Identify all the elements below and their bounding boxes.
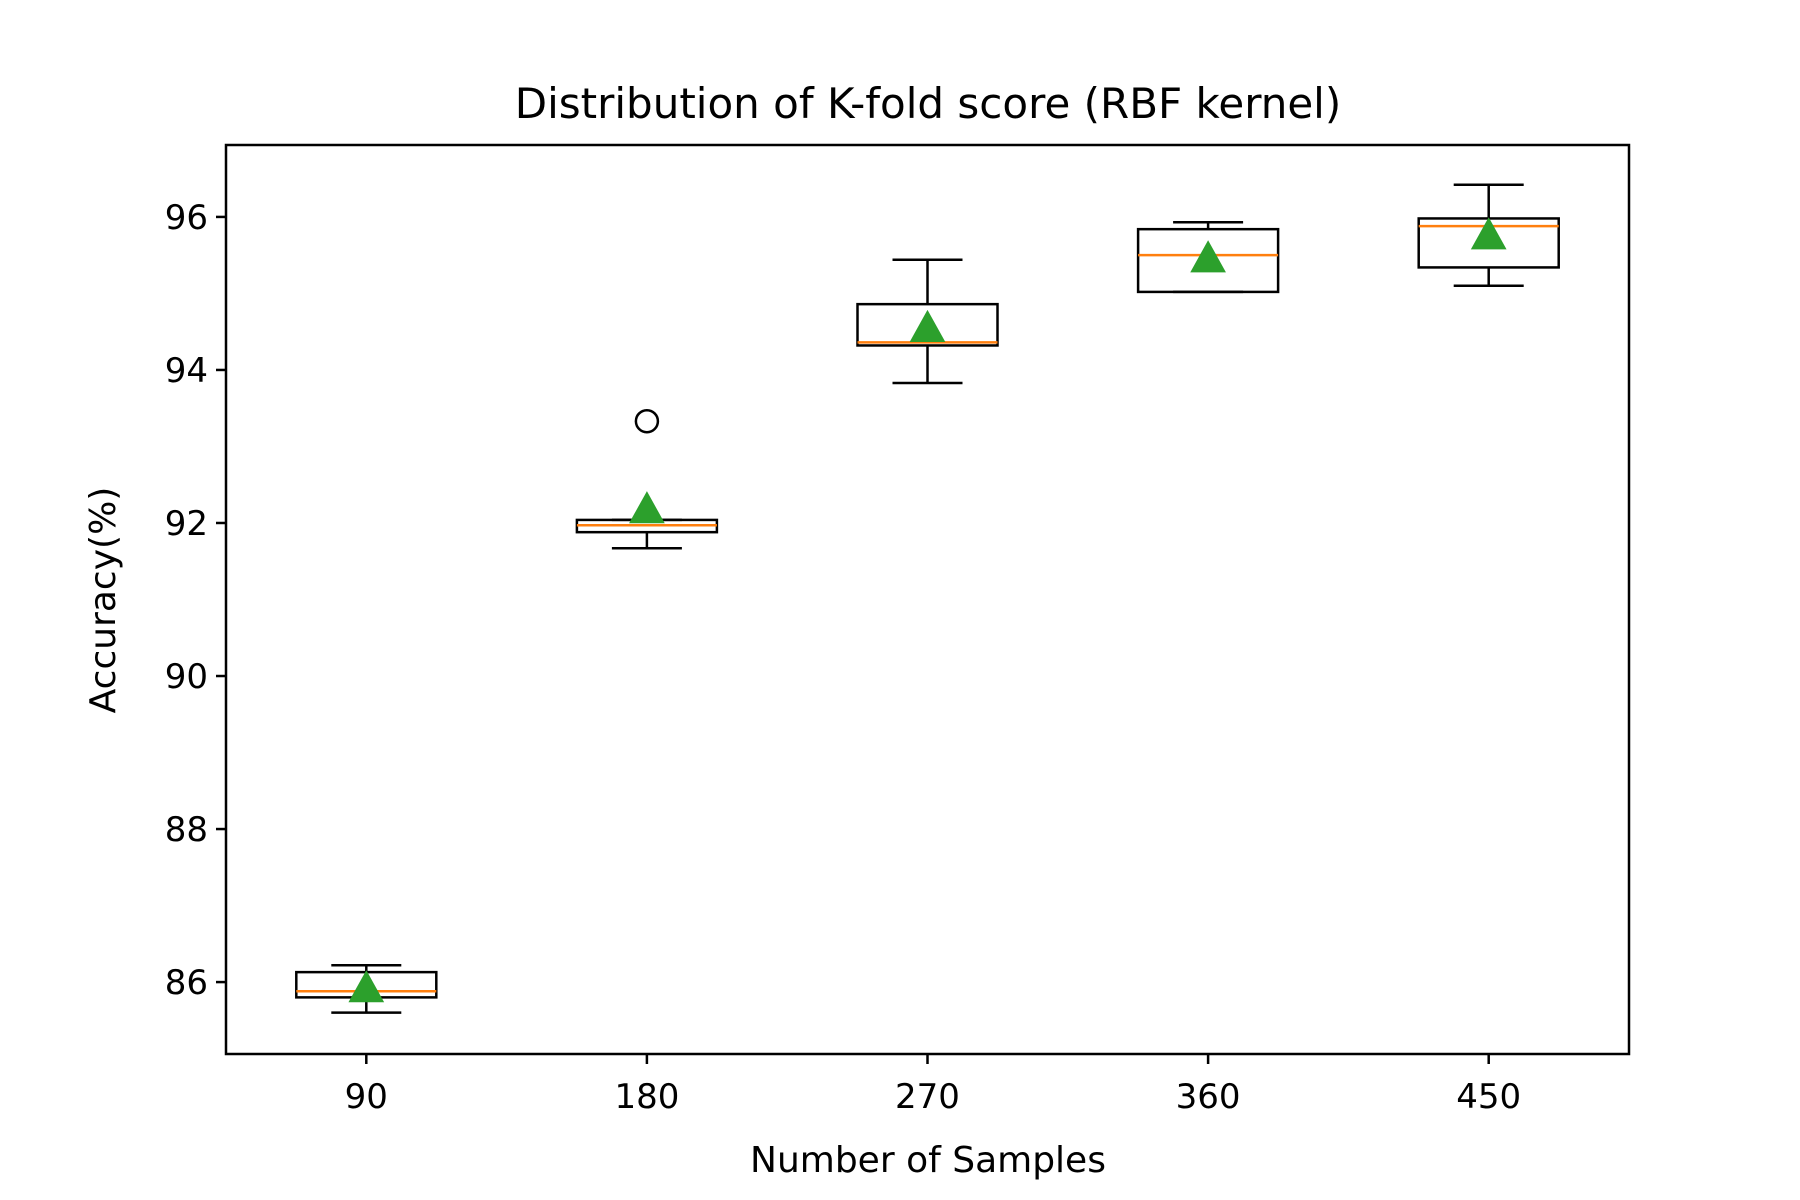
x-tick-label: 450 — [1456, 1077, 1521, 1117]
box-group-270 — [856, 258, 999, 385]
box — [856, 302, 999, 347]
mean-marker — [1470, 217, 1507, 250]
y-axis-label: Accuracy(%) — [83, 487, 124, 714]
chart-title: Distribution of K-fold score (RBF kernel… — [515, 79, 1341, 128]
x-axis-label: Number of Samples — [750, 1140, 1106, 1181]
x-tick-label: 90 — [345, 1077, 388, 1117]
x-tick-label: 180 — [614, 1077, 679, 1117]
y-tick-label: 96 — [165, 198, 208, 238]
y-tick-label: 92 — [165, 504, 208, 544]
outlier-point — [634, 408, 660, 434]
x-axis: 90 180 270 360 450 — [345, 1054, 1521, 1117]
box-group-360 — [1136, 221, 1280, 294]
plot-area — [295, 183, 1560, 1014]
mean-marker — [909, 309, 946, 342]
x-tick-label: 270 — [895, 1077, 960, 1117]
mean-marker — [629, 491, 665, 524]
box-group-180 — [575, 408, 719, 550]
box-group-90 — [295, 963, 438, 1014]
box — [1136, 227, 1280, 294]
y-tick-label: 94 — [165, 351, 208, 391]
y-tick-label: 86 — [165, 963, 208, 1003]
y-tick-label: 90 — [165, 657, 208, 697]
y-tick-label: 88 — [165, 810, 208, 850]
mean-marker — [1190, 240, 1226, 273]
y-axis: 86 88 90 92 94 96 — [165, 198, 226, 1003]
box-group-450 — [1417, 183, 1560, 288]
mean-marker — [348, 970, 385, 1003]
x-tick-label: 360 — [1176, 1077, 1241, 1117]
